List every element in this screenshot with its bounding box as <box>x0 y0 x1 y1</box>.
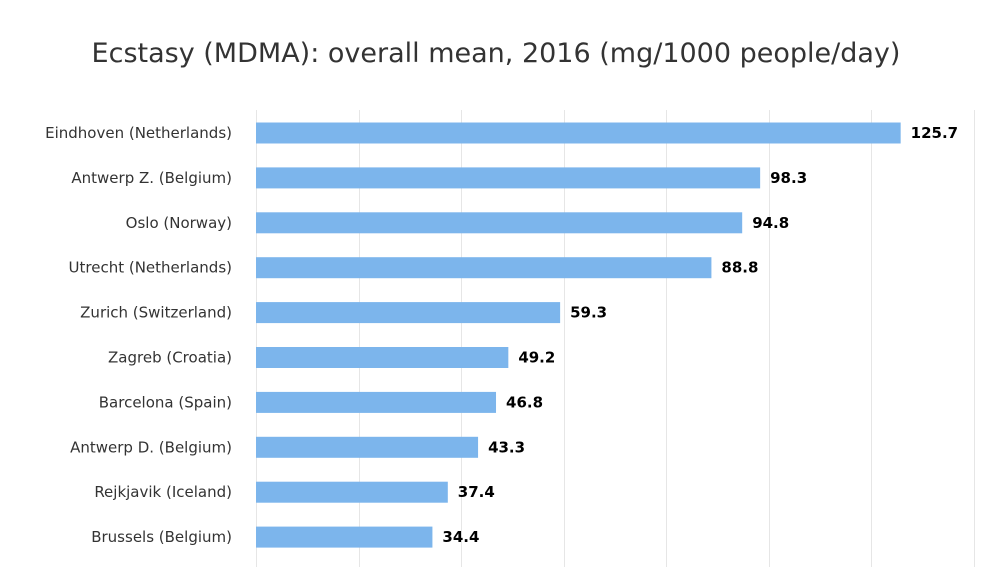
category-label: Zagreb (Croatia) <box>108 349 232 367</box>
bar[interactable] <box>256 257 712 279</box>
category-label: Antwerp D. (Belgium) <box>70 438 232 456</box>
data-label: 46.8 <box>506 393 543 411</box>
category-label: Eindhoven (Netherlands) <box>45 124 232 142</box>
bar[interactable] <box>256 526 433 548</box>
bar[interactable] <box>256 391 497 413</box>
bar[interactable] <box>256 302 561 324</box>
data-label: 43.3 <box>488 438 525 456</box>
data-label: 125.7 <box>911 124 958 142</box>
category-label: Utrecht (Netherlands) <box>69 259 232 277</box>
bar[interactable] <box>256 347 509 368</box>
chart-title: Ecstasy (MDMA): overall mean, 2016 (mg/1… <box>92 38 901 69</box>
data-label: 88.8 <box>721 259 758 277</box>
data-label: 37.4 <box>458 483 495 501</box>
category-label: Barcelona (Spain) <box>99 393 232 411</box>
data-label: 49.2 <box>518 349 555 367</box>
category-label: Antwerp Z. (Belgium) <box>71 169 232 187</box>
data-label: 34.4 <box>442 528 479 546</box>
bar[interactable] <box>256 481 448 503</box>
bars <box>256 122 901 548</box>
bar[interactable] <box>256 212 743 234</box>
category-label: Brussels (Belgium) <box>91 528 232 546</box>
category-label: Oslo (Norway) <box>126 214 232 232</box>
data-label: 98.3 <box>770 169 807 187</box>
data-label: 94.8 <box>752 214 789 232</box>
category-labels: Eindhoven (Netherlands) Antwerp Z. (Belgi… <box>45 124 232 546</box>
bar[interactable] <box>256 122 901 144</box>
category-label: Zurich (Switzerland) <box>80 304 232 322</box>
value-labels: 125.7 98.3 94.8 88.8 59.3 49.2 46.8 43.3 37.4 34.… <box>442 124 958 546</box>
category-label: Rejkjavik (Iceland) <box>94 483 232 501</box>
data-label: 59.3 <box>570 304 607 322</box>
bar[interactable] <box>256 167 761 189</box>
bar[interactable] <box>256 436 479 458</box>
